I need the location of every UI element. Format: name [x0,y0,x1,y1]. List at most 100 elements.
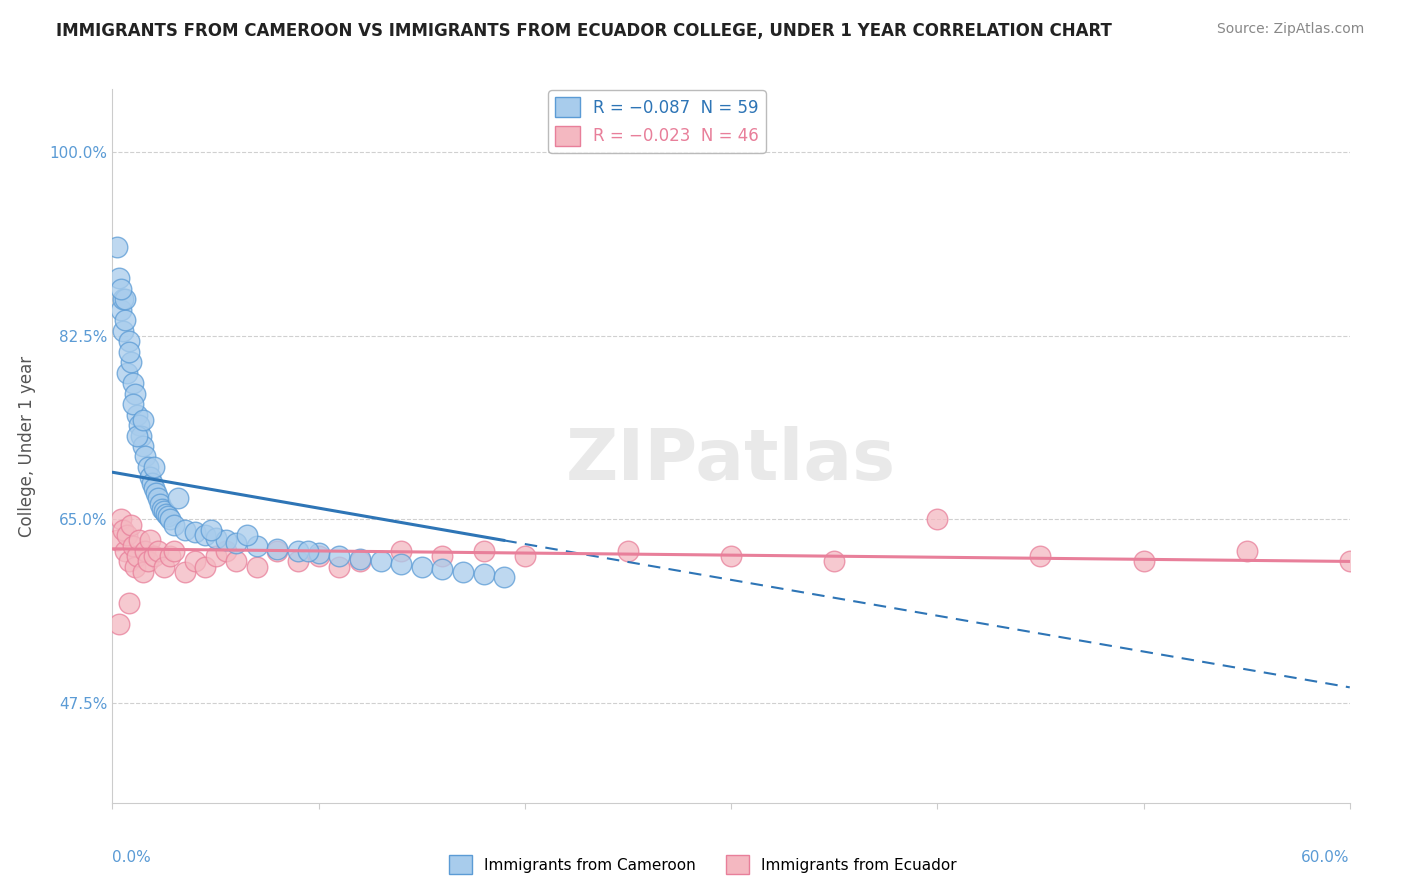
Point [215,544,238,558]
Point [451,565,474,579]
Point [155,507,177,521]
Point [132,413,155,427]
Point [115,528,138,542]
Point [204,532,226,546]
Point [114,544,136,558]
Point [110,282,132,296]
Point [472,544,495,558]
Point [132,565,155,579]
Point [215,533,238,548]
Point [111,324,134,338]
Point [432,562,454,576]
Point [173,523,195,537]
Point [167,491,190,506]
Y-axis label: College, Under 1 year: College, Under 1 year [18,355,35,537]
Point [308,546,330,560]
Point [225,535,247,549]
Text: IMMIGRANTS FROM CAMEROON VS IMMIGRANTS FROM ECUADOR COLLEGE, UNDER 1 YEAR CORREL: IMMIGRANTS FROM CAMEROON VS IMMIGRANTS F… [56,22,1112,40]
Point [138,533,160,548]
Point [513,549,536,564]
Point [163,517,186,532]
Point [246,539,269,553]
Point [432,549,454,564]
Point [142,481,165,495]
Text: ZIPatlas: ZIPatlas [567,425,896,495]
Point [120,517,142,532]
Point [136,460,159,475]
Point [145,486,167,500]
Point [266,544,288,558]
Point [120,355,142,369]
Point [235,528,257,542]
Text: 0.0%: 0.0% [112,850,152,865]
Point [173,565,195,579]
Point [105,239,128,253]
Point [225,554,247,568]
Point [134,544,156,558]
Point [349,552,371,566]
Point [163,544,186,558]
Point [122,376,145,390]
Point [122,397,145,411]
Point [1132,554,1154,568]
Point [184,554,207,568]
Point [720,549,742,564]
Point [134,450,156,464]
Point [127,549,149,564]
Point [141,475,163,490]
Point [159,549,181,564]
Point [494,570,516,584]
Point [132,439,155,453]
Point [297,544,319,558]
Point [105,533,128,548]
Point [287,554,309,568]
Legend: Immigrants from Cameroon, Immigrants from Ecuador: Immigrants from Cameroon, Immigrants fro… [443,849,963,880]
Point [127,408,149,422]
Point [159,512,181,526]
Point [107,271,129,285]
Point [115,366,138,380]
Point [110,302,132,317]
Point [328,549,350,564]
Point [149,497,172,511]
Point [266,541,288,556]
Point [142,549,165,564]
Point [153,504,176,518]
Point [118,596,141,610]
Point [472,567,495,582]
Point [142,460,165,475]
Point [411,559,433,574]
Point [146,544,169,558]
Point [157,509,180,524]
Point [246,559,269,574]
Point [110,512,132,526]
Point [200,523,222,537]
Point [107,617,129,632]
Point [328,559,350,574]
Point [122,539,145,553]
Point [349,554,371,568]
Point [118,344,141,359]
Text: Source: ZipAtlas.com: Source: ZipAtlas.com [1216,22,1364,37]
Text: 60.0%: 60.0% [1302,850,1350,865]
Point [184,524,207,539]
Point [118,554,141,568]
Point [204,549,226,564]
Point [114,292,136,306]
Point [124,559,146,574]
Point [124,386,146,401]
Point [1029,549,1052,564]
Point [389,544,412,558]
Point [128,417,150,432]
Point [138,470,160,484]
Point [389,557,412,571]
Legend: R = −​0.087  N = 59, R = −​0.023  N = 46: R = −​0.087 N = 59, R = −​0.023 N = 46 [548,90,766,153]
Point [370,554,392,568]
Point [111,292,134,306]
Point [127,428,149,442]
Point [194,559,217,574]
Point [153,559,176,574]
Point [927,512,949,526]
Point [617,544,640,558]
Point [114,313,136,327]
